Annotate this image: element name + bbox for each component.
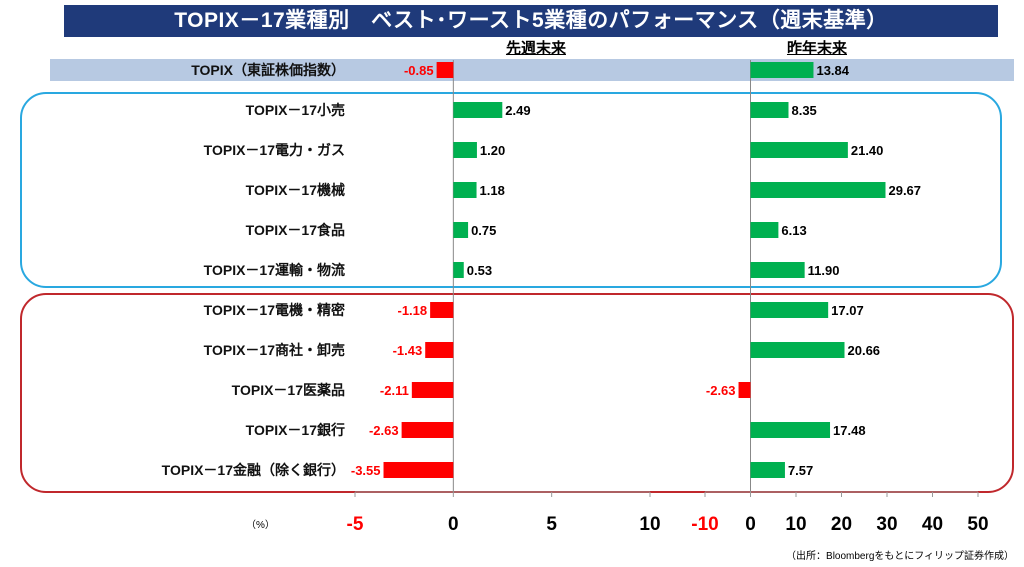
bar xyxy=(750,142,848,158)
data-label: -0.85 xyxy=(404,63,434,78)
x-tick-label: 20 xyxy=(831,514,852,535)
bar xyxy=(750,102,789,118)
bar xyxy=(453,102,503,118)
bar xyxy=(401,422,454,438)
category-label: TOPIX－17銀行 xyxy=(245,422,345,438)
bar xyxy=(383,462,454,478)
bar xyxy=(430,302,454,318)
x-tick-label: -10 xyxy=(691,514,718,535)
data-label: 0.75 xyxy=(471,223,496,238)
data-label: 7.57 xyxy=(788,463,813,478)
bar xyxy=(750,462,785,478)
x-tick-label: 0 xyxy=(448,514,459,535)
bar xyxy=(738,382,751,398)
category-label: TOPIX－17食品 xyxy=(245,222,345,238)
data-label: -2.11 xyxy=(380,383,409,398)
x-tick-label: 10 xyxy=(785,514,806,535)
bar xyxy=(453,262,464,278)
data-label: 13.84 xyxy=(816,63,849,78)
data-label: 6.13 xyxy=(781,223,806,238)
category-label: TOPIX－17運輸・物流 xyxy=(203,262,345,278)
series-header-ytd: 昨年末来 xyxy=(786,40,847,57)
bar xyxy=(750,62,814,78)
data-label: 2.49 xyxy=(505,103,530,118)
bar xyxy=(750,262,805,278)
bar xyxy=(453,222,469,238)
data-label: 8.35 xyxy=(791,103,816,118)
best5-group-box xyxy=(20,92,1002,288)
x-tick-label: 0 xyxy=(745,514,756,535)
x-tick-label: 10 xyxy=(639,514,660,535)
category-label: TOPIX－17商社・卸売 xyxy=(203,342,345,358)
data-label: -3.55 xyxy=(351,463,381,478)
data-label: -1.18 xyxy=(397,303,427,318)
category-label: TOPIX－17金融（除く銀行） xyxy=(161,462,345,478)
unit-note: （%） xyxy=(246,520,275,531)
category-label: TOPIX（東証株価指数） xyxy=(191,62,345,78)
data-label: 0.53 xyxy=(467,263,492,278)
series-header-week: 先週末来 xyxy=(505,40,566,57)
bar xyxy=(453,182,477,198)
data-label: 1.20 xyxy=(480,143,505,158)
category-label: TOPIX－17電力・ガス xyxy=(203,142,345,158)
category-label: TOPIX－17電機・精密 xyxy=(203,302,345,318)
data-label: 1.18 xyxy=(480,183,505,198)
category-label: TOPIX－17小売 xyxy=(245,102,345,118)
x-tick-label: 30 xyxy=(876,514,897,535)
bar xyxy=(425,342,454,358)
data-label: -1.43 xyxy=(393,343,423,358)
data-label: 17.48 xyxy=(833,423,866,438)
category-label: TOPIX－17医薬品 xyxy=(231,382,345,398)
data-label: -2.63 xyxy=(706,383,736,398)
x-tick-label: -5 xyxy=(347,514,364,535)
data-label: 29.67 xyxy=(888,183,921,198)
bar xyxy=(411,382,454,398)
source-note: （出所：Bloombergをもとにフィリップ証券作成） xyxy=(786,551,1014,562)
bar xyxy=(750,342,845,358)
bar xyxy=(750,422,831,438)
chart-title: TOPIX－17業種別 ベスト･ワースト5業種のパフォーマンス（週末基準） xyxy=(64,5,998,37)
bar xyxy=(453,142,477,158)
bar xyxy=(750,302,829,318)
data-label: 11.90 xyxy=(808,263,840,278)
data-label: -2.63 xyxy=(369,423,399,438)
category-label: TOPIX－17機械 xyxy=(245,182,345,198)
bar xyxy=(750,182,886,198)
x-tick-label: 40 xyxy=(922,514,943,535)
data-label: 21.40 xyxy=(851,143,884,158)
data-label: 17.07 xyxy=(831,303,864,318)
x-tick-label: 5 xyxy=(546,514,557,535)
bar xyxy=(750,222,779,238)
data-label: 20.66 xyxy=(848,343,881,358)
bar xyxy=(436,62,454,78)
x-tick-label: 50 xyxy=(967,514,988,535)
